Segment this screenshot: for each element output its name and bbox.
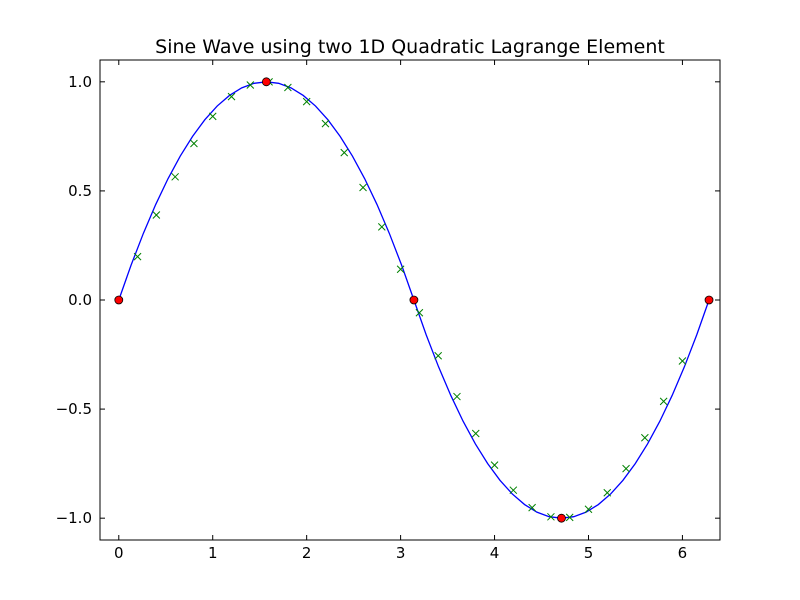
sample-marker-stroke bbox=[565, 513, 574, 522]
x-tick-label: 4 bbox=[490, 544, 500, 562]
sample-marker-stroke bbox=[509, 486, 518, 495]
sample-point-marker bbox=[284, 83, 292, 92]
sample-point-marker bbox=[603, 488, 612, 497]
sample-point-marker bbox=[302, 97, 311, 106]
y-tick-label: −0.5 bbox=[56, 400, 92, 418]
series-sin-samples bbox=[133, 78, 687, 522]
sample-marker-stroke bbox=[284, 83, 292, 92]
axis-ticks: 0 1 2 3 4 5 6 −1.0 −0.5 0.0 0.5 1.0 bbox=[56, 60, 720, 562]
sample-point-marker bbox=[509, 486, 518, 495]
node-point-marker bbox=[261, 77, 271, 87]
sample-marker-stroke bbox=[321, 119, 330, 128]
x-tick-label: 6 bbox=[678, 544, 688, 562]
sample-point-marker bbox=[678, 357, 687, 365]
series-layer bbox=[114, 77, 714, 523]
sample-point-marker bbox=[584, 505, 593, 514]
sample-marker-stroke bbox=[246, 81, 255, 89]
sample-marker-stroke bbox=[415, 308, 424, 317]
x-tick-label: 1 bbox=[208, 544, 218, 562]
sample-marker-stroke bbox=[133, 252, 142, 261]
y-tick-label: −1.0 bbox=[56, 509, 92, 527]
node-point-marker bbox=[704, 295, 714, 305]
sample-point-marker bbox=[227, 92, 236, 101]
sample-marker-stroke bbox=[434, 351, 443, 360]
chart-title: Sine Wave using two 1D Quadratic Lagrang… bbox=[155, 36, 665, 58]
sample-marker-stroke bbox=[190, 139, 198, 148]
sample-point-marker bbox=[659, 397, 668, 406]
sample-marker-stroke bbox=[396, 265, 405, 274]
sample-point-marker bbox=[565, 513, 574, 522]
x-tick-label: 3 bbox=[396, 544, 406, 562]
sample-point-marker bbox=[490, 461, 499, 469]
node-point-marker bbox=[114, 295, 124, 305]
sample-point-marker bbox=[208, 112, 217, 121]
sample-marker-stroke bbox=[227, 92, 236, 101]
sample-point-marker bbox=[434, 351, 443, 360]
sample-marker-stroke bbox=[659, 397, 668, 406]
sample-point-marker bbox=[152, 211, 161, 219]
sample-point-marker bbox=[133, 252, 142, 261]
sample-marker-stroke bbox=[302, 97, 311, 106]
sample-point-marker bbox=[246, 81, 255, 89]
sample-marker-stroke bbox=[528, 503, 536, 512]
sample-marker-stroke bbox=[152, 211, 161, 219]
series-element-nodes bbox=[114, 77, 714, 523]
sample-point-marker bbox=[190, 139, 198, 148]
sample-marker-stroke bbox=[171, 172, 180, 181]
sample-marker-stroke bbox=[377, 223, 386, 231]
sample-marker-stroke bbox=[490, 461, 499, 469]
sample-point-marker bbox=[471, 429, 480, 438]
sample-marker-stroke bbox=[584, 505, 593, 514]
sample-point-marker bbox=[340, 148, 349, 157]
sample-point-marker bbox=[377, 223, 386, 231]
sample-marker-stroke bbox=[622, 464, 630, 473]
x-tick-label: 0 bbox=[114, 544, 124, 562]
node-point-marker bbox=[557, 513, 566, 523]
sample-point-marker bbox=[396, 265, 405, 274]
sample-point-marker bbox=[453, 392, 461, 401]
sample-point-marker bbox=[640, 433, 649, 442]
sample-point-marker bbox=[547, 512, 555, 521]
sample-point-marker bbox=[528, 503, 536, 512]
y-tick-label: 0.0 bbox=[68, 291, 92, 309]
node-point-marker bbox=[409, 295, 419, 305]
y-tick-label: 1.0 bbox=[68, 73, 92, 91]
sample-point-marker bbox=[321, 119, 330, 128]
sample-point-marker bbox=[415, 308, 424, 317]
sample-marker-stroke bbox=[208, 112, 217, 121]
sample-marker-stroke bbox=[678, 357, 687, 365]
sample-point-marker bbox=[359, 183, 367, 192]
x-tick-label: 5 bbox=[584, 544, 594, 562]
sample-marker-stroke bbox=[547, 512, 555, 521]
sample-marker-stroke bbox=[453, 392, 461, 401]
y-tick-label: 0.5 bbox=[68, 182, 92, 200]
x-tick-label: 2 bbox=[302, 544, 312, 562]
sample-marker-stroke bbox=[640, 433, 649, 442]
sample-marker-stroke bbox=[340, 148, 349, 157]
sample-marker-stroke bbox=[471, 429, 480, 438]
sample-point-marker bbox=[171, 172, 180, 181]
sample-point-marker bbox=[622, 464, 630, 473]
sample-marker-stroke bbox=[359, 183, 367, 192]
sample-marker-stroke bbox=[603, 488, 612, 497]
